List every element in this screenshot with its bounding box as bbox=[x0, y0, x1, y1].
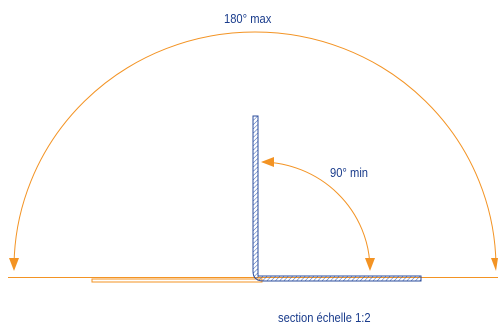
arrowhead-180-right bbox=[491, 258, 498, 271]
angle-profile-section bbox=[252, 115, 422, 282]
scale-caption: section échelle 1:2 bbox=[278, 310, 371, 325]
arc-90-min bbox=[261, 161, 371, 269]
flat-plate bbox=[91, 278, 263, 283]
arrowhead-90-bottom bbox=[365, 258, 375, 271]
arrowhead-90-left bbox=[261, 157, 274, 167]
arc-180-max bbox=[13, 31, 497, 269]
min-angle-label: 90° min bbox=[330, 165, 369, 180]
arrowhead-180-left bbox=[9, 258, 19, 271]
max-angle-label: 180° max bbox=[224, 11, 272, 26]
